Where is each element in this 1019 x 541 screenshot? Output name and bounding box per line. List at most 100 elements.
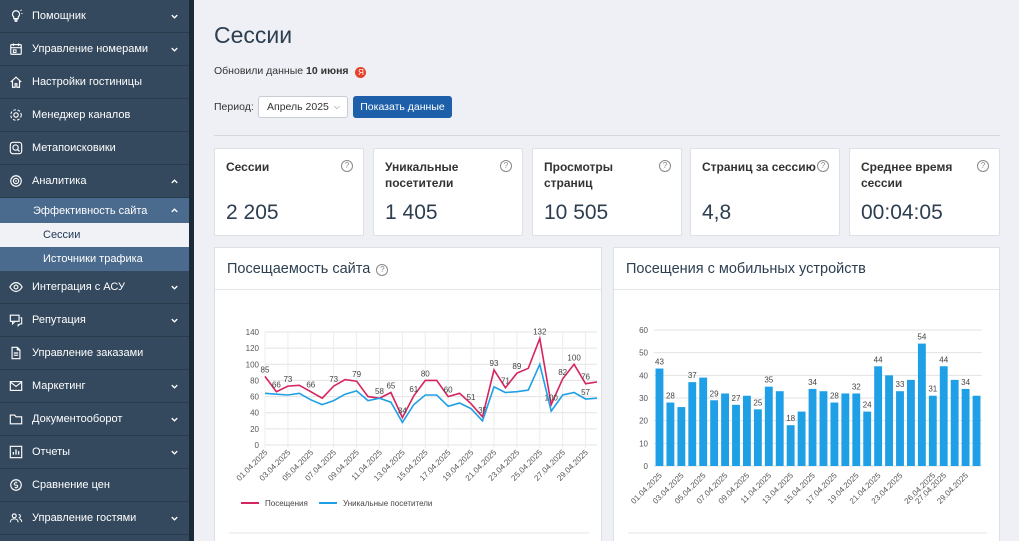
- legend-label: Посещения: [265, 499, 308, 508]
- y-tick-label: 20: [250, 425, 259, 434]
- sidebar-leaf-traffic-sources[interactable]: Источники трафика: [0, 247, 189, 271]
- sidebar-item[interactable]: Отчеты: [0, 436, 189, 469]
- help-icon[interactable]: ?: [817, 160, 829, 172]
- sidebar-item-label: Метапоисковики: [32, 142, 116, 154]
- updated-info: Обновили данные 10 июня Я: [214, 65, 367, 78]
- y-tick-label: 0: [644, 462, 649, 471]
- traffic-panel: Посещаемость сайта? 0 20 40 60 80 100 120 140 01…: [214, 247, 602, 541]
- bar: [710, 400, 719, 466]
- chevron-down-icon: [170, 283, 179, 295]
- chevron-down-icon: [170, 45, 179, 57]
- data-label: 79: [352, 370, 361, 379]
- help-icon[interactable]: ?: [376, 264, 389, 276]
- target-icon: [8, 173, 24, 189]
- y-tick-label: 100: [246, 360, 260, 369]
- sidebar-item[interactable]: Сравнение цен: [0, 469, 189, 502]
- data-label: 31: [928, 385, 937, 394]
- bar: [950, 379, 959, 466]
- period-select[interactable]: Апрель 2025 ⌵: [258, 96, 348, 118]
- data-label: 28: [830, 392, 839, 401]
- bar: [655, 368, 664, 466]
- hub-icon: [8, 107, 24, 123]
- metric-label: Страниц за сессию: [702, 160, 816, 174]
- bar: [896, 391, 904, 466]
- data-label: 51: [467, 393, 476, 402]
- bar: [797, 411, 806, 466]
- bar: [666, 402, 675, 466]
- sidebar-subitem-site-efficiency[interactable]: Эффективность сайта: [0, 198, 189, 223]
- data-label: 58: [375, 387, 384, 396]
- sidebar-item[interactable]: Маркетинг: [0, 370, 189, 403]
- data-label: 29: [710, 389, 719, 398]
- chart-icon: [8, 444, 24, 460]
- bar: [742, 395, 751, 466]
- metric-value: 4,8: [702, 201, 732, 224]
- sidebar-item[interactable]: Настройки гостиницы: [0, 66, 189, 99]
- data-label: 28: [666, 392, 675, 401]
- panel-divider: [614, 289, 999, 290]
- help-icon[interactable]: ?: [500, 160, 512, 172]
- data-label: 65: [386, 382, 395, 391]
- sidebar-item[interactable]: Интеграция с АСУ: [0, 271, 189, 304]
- metric-label: Среднее время сессии: [861, 160, 953, 190]
- y-tick-label: 40: [639, 371, 648, 380]
- updated-date: 10 июня: [306, 65, 349, 77]
- data-label: 57: [581, 388, 590, 397]
- data-label: 66: [306, 381, 315, 390]
- metric-value: 10 505: [544, 201, 609, 224]
- help-icon[interactable]: ?: [659, 160, 671, 172]
- sidebar-item[interactable]: Менеджер каналов: [0, 99, 189, 132]
- bar: [841, 393, 850, 466]
- bar: [775, 391, 784, 466]
- sidebar-item[interactable]: Управление гостями: [0, 502, 189, 535]
- mail-icon: [8, 378, 24, 394]
- sidebar-leaf-sessions[interactable]: Сессии: [0, 223, 189, 247]
- show-data-button[interactable]: Показать данные: [353, 96, 452, 118]
- mobile-panel: Посещения с мобильных устройств 0 10 20 30 4…: [613, 247, 1000, 541]
- metric-card: Среднее время сессии? 00:04:05: [849, 148, 1000, 236]
- sidebar-item[interactable]: Документооборот: [0, 403, 189, 436]
- metric-label: Сессии: [226, 160, 270, 174]
- sidebar: Помощник Управление номерами Настройки гос…: [0, 0, 194, 541]
- sidebar-item-label: Помощник: [32, 10, 86, 22]
- data-label: 100: [545, 394, 559, 403]
- y-tick-label: 120: [246, 344, 260, 353]
- data-label: 18: [786, 414, 795, 423]
- bar-chart: 0 10 20 30 40 50 60 43 28 37 29 27 25 35 18 34 28 32 24 44 3…: [628, 326, 987, 534]
- sidebar-item-label: Менеджер каналов: [32, 109, 131, 121]
- data-label: 35: [764, 376, 773, 385]
- help-icon[interactable]: ?: [977, 160, 989, 172]
- sidebar-item[interactable]: Помощник: [0, 0, 189, 33]
- help-icon[interactable]: ?: [341, 160, 353, 172]
- chevron-down-icon: [170, 514, 179, 526]
- data-label: 89: [512, 362, 521, 371]
- sidebar-item-label: Репутация: [32, 314, 86, 326]
- sidebar-item-label: Управление гостями: [32, 512, 137, 524]
- data-label: 34: [808, 378, 817, 387]
- bar: [874, 366, 883, 466]
- y-tick-label: 80: [250, 376, 259, 385]
- metric-card: Страниц за сессию? 4,8: [690, 148, 840, 236]
- chevron-up-icon: [170, 206, 179, 218]
- metric-card: Сессии? 2 205: [214, 148, 364, 236]
- data-label: 60: [444, 386, 453, 395]
- sidebar-item[interactable]: Метапоисковики: [0, 132, 189, 165]
- sidebar-item[interactable]: Управление номерами: [0, 33, 189, 66]
- chevron-down-icon: [170, 316, 179, 328]
- folder-icon: [8, 411, 24, 427]
- metric-value: 2 205: [226, 201, 279, 224]
- y-tick-label: 10: [639, 439, 648, 448]
- divider: [214, 135, 1000, 136]
- sidebar-item[interactable]: Аналитика: [0, 165, 189, 198]
- bar: [699, 377, 708, 466]
- chevron-down-icon: [170, 415, 179, 427]
- data-label: 54: [917, 333, 926, 342]
- sidebar-item-label: Маркетинг: [32, 380, 86, 392]
- sidebar-item[interactable]: Управление заказами: [0, 337, 189, 370]
- search-icon: [8, 140, 24, 156]
- chevron-up-icon: [170, 177, 179, 189]
- sidebar-item[interactable]: Репутация: [0, 304, 189, 337]
- chevron-down-icon: [170, 448, 179, 460]
- data-label: 80: [421, 369, 430, 378]
- bar: [972, 395, 981, 466]
